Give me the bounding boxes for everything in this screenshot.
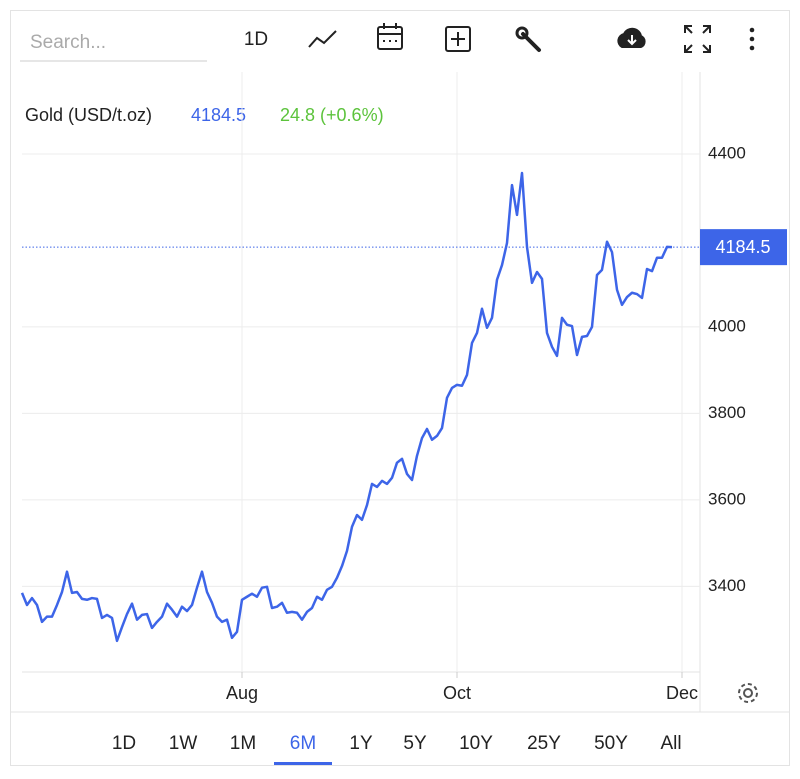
- range-button[interactable]: 5Y: [403, 733, 427, 754]
- x-tick-label: Dec: [666, 683, 698, 703]
- range-button[interactable]: All: [660, 733, 681, 754]
- interval-button[interactable]: 1D: [244, 29, 268, 50]
- plot-area: Aug Oct Dec: [20, 72, 700, 703]
- legend-price: 4184.5: [191, 105, 246, 125]
- calendar-icon[interactable]: [377, 23, 403, 50]
- x-tick-label: Aug: [226, 683, 258, 703]
- y-tick-label: 3800: [708, 403, 746, 422]
- chart-type-icon[interactable]: [308, 30, 337, 48]
- y-tick-label: 4000: [708, 316, 746, 335]
- legend-change: 24.8 (+0.6%): [280, 105, 384, 125]
- x-tick-label: Oct: [443, 683, 471, 703]
- download-icon[interactable]: [617, 27, 646, 48]
- range-button[interactable]: 25Y: [527, 733, 561, 754]
- range-button[interactable]: 50Y: [594, 733, 628, 754]
- range-selected-underline: [274, 762, 332, 765]
- add-indicator-icon[interactable]: [445, 26, 471, 52]
- range-button[interactable]: 1W: [169, 733, 198, 754]
- y-tick-label: 3400: [708, 576, 746, 595]
- widget-frame: [10, 10, 790, 766]
- search-placeholder[interactable]: Search...: [30, 32, 106, 53]
- settings-wrench-icon[interactable]: [515, 26, 541, 52]
- more-menu-icon[interactable]: [749, 27, 755, 51]
- last-price-label: 4184.5: [715, 237, 770, 257]
- range-button[interactable]: 1D: [112, 733, 136, 754]
- y-tick-label: 4400: [708, 143, 746, 162]
- price-line: [20, 171, 673, 643]
- search-box[interactable]: Search...: [20, 32, 207, 62]
- fullscreen-icon[interactable]: [684, 25, 711, 53]
- last-price-badge: [700, 229, 787, 266]
- range-button[interactable]: 6M: [290, 733, 316, 754]
- range-bar: 1D 1W 1M 6M 1Y 5Y 10Y 25Y 50Y All: [112, 733, 682, 765]
- range-button[interactable]: 1M: [230, 733, 256, 754]
- instrument-name: Gold (USD/t.oz): [25, 105, 152, 125]
- range-button[interactable]: 10Y: [459, 733, 493, 754]
- toolbar-icons: [308, 23, 711, 53]
- y-tick-label: 3600: [708, 489, 746, 508]
- axis-settings-icon[interactable]: [738, 683, 758, 703]
- range-button[interactable]: 1Y: [349, 733, 373, 754]
